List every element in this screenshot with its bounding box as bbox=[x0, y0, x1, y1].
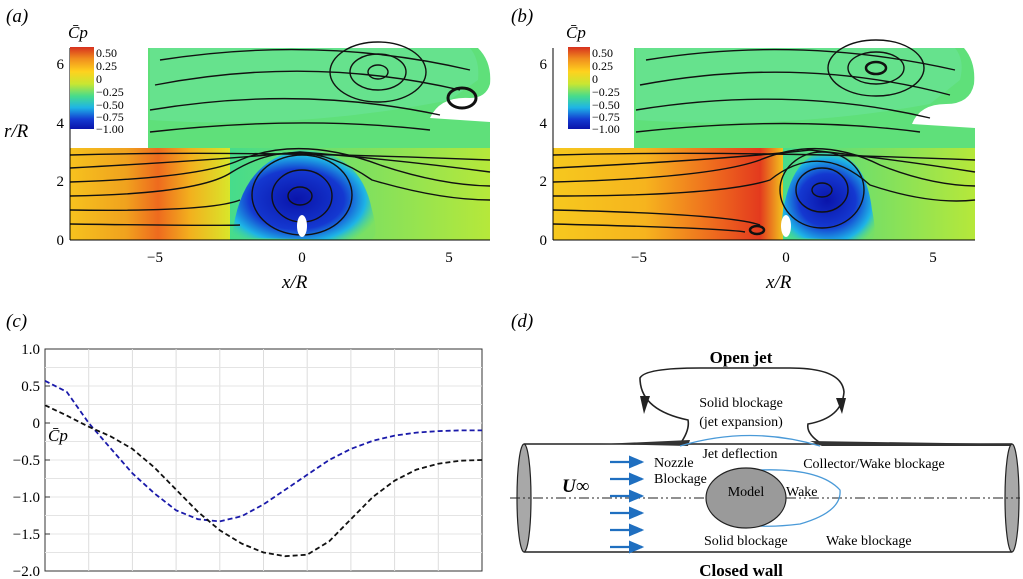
y-tick-label: 1.0 bbox=[21, 342, 40, 358]
jet-expansion-label: (jet expansion) bbox=[699, 415, 783, 430]
closed-wall-title: Closed wall bbox=[699, 561, 783, 579]
model-body-b bbox=[781, 215, 791, 237]
y-axis-label-a: r/R bbox=[4, 121, 29, 142]
y-tick-label: −1.5 bbox=[13, 527, 40, 543]
streamlines-b bbox=[552, 39, 976, 236]
model-label: Model bbox=[728, 485, 765, 500]
blockage-label: Blockage bbox=[654, 472, 707, 487]
colorbar-tick: 0.50 bbox=[96, 46, 117, 60]
low-pressure-core-a bbox=[232, 150, 376, 240]
panel-b: (b) −5 0 bbox=[511, 6, 976, 293]
jet-deflection-curve bbox=[679, 434, 821, 447]
panel-label-a: (a) bbox=[6, 6, 28, 27]
x-tick-label: 5 bbox=[929, 250, 937, 266]
x-tick-label: −5 bbox=[147, 250, 163, 266]
model-body-a bbox=[297, 215, 307, 237]
y-tick-label: 0.5 bbox=[21, 379, 40, 395]
colorbar-ticks-b: 0.50 0.25 0 −0.25 −0.50 −0.75 −1.00 bbox=[592, 46, 620, 136]
series-line-0 bbox=[44, 379, 482, 523]
y-tick-label: 0 bbox=[33, 416, 41, 432]
open-jet-title: Open jet bbox=[710, 348, 773, 367]
colorbar-tick: −0.75 bbox=[96, 110, 124, 124]
x-tick-label: 0 bbox=[782, 250, 790, 266]
panel-label-b: (b) bbox=[511, 6, 533, 27]
jet-deflection-label: Jet deflection bbox=[702, 447, 777, 462]
colorbar-a bbox=[70, 47, 94, 129]
colorbar-tick: −1.00 bbox=[96, 122, 124, 136]
y-axis-label-c: C̄p bbox=[48, 426, 68, 445]
colorbar-tick: −0.25 bbox=[592, 85, 620, 99]
colorbar-tick: −0.50 bbox=[96, 98, 124, 112]
panel-d: (d) Open jet Solid blockage (jet expansi… bbox=[510, 311, 1020, 579]
panel-a: (a) bbox=[4, 6, 491, 293]
y-ticks-b: 0 2 4 6 bbox=[540, 57, 548, 249]
y-tick-label: 2 bbox=[57, 174, 65, 190]
y-tick-label: 2 bbox=[540, 174, 548, 190]
y-tick-label: 6 bbox=[57, 57, 65, 73]
collector-wake-label: Collector/Wake blockage bbox=[803, 457, 945, 472]
y-tick-label: 4 bbox=[540, 116, 548, 132]
colorbar-tick: 0.50 bbox=[592, 46, 613, 60]
colorbar-tick: −1.00 bbox=[592, 122, 620, 136]
colorbar-tick: −0.75 bbox=[592, 110, 620, 124]
colorbar-ticks-a: 0.50 0.25 0 −0.25 −0.50 −0.75 −1.00 bbox=[96, 46, 124, 136]
x-tick-label: 0 bbox=[298, 250, 306, 266]
y-tick-label: −1.0 bbox=[13, 490, 40, 506]
colorbar-tick: 0.25 bbox=[96, 59, 117, 73]
wake-blockage-label: Wake blockage bbox=[826, 534, 912, 549]
nozzle-label: Nozzle bbox=[654, 456, 694, 471]
colorbar-tick: 0 bbox=[96, 72, 102, 86]
colorbar-tick: 0.25 bbox=[592, 59, 613, 73]
wake-label: Wake bbox=[786, 485, 818, 500]
colorbar-b bbox=[568, 47, 590, 129]
inflow-arrows bbox=[610, 455, 645, 554]
wake-outline bbox=[759, 469, 841, 527]
model-ellipse bbox=[705, 467, 787, 529]
x-tick-label: −5 bbox=[631, 250, 647, 266]
colorbar-tick: 0 bbox=[592, 72, 598, 86]
x-axis-label-b: x/R bbox=[765, 272, 792, 293]
x-ticks-a: −5 0 5 bbox=[147, 250, 453, 266]
panel-label-d: (d) bbox=[511, 311, 533, 332]
open-jet-boundary bbox=[639, 367, 845, 445]
panel-c: (c) 1.0 0.5 0 −0.5 −1.0 −1.5 −2.0 C̄p bbox=[6, 311, 483, 579]
upstream-region-a bbox=[70, 148, 230, 240]
y-tick-label: −0.5 bbox=[13, 453, 40, 469]
y-tick-label: 0 bbox=[57, 233, 65, 249]
y-ticks-a: 0 2 4 6 bbox=[57, 57, 65, 249]
panel-label-c: (c) bbox=[6, 311, 27, 332]
y-tick-label: 4 bbox=[57, 116, 65, 132]
line-chart-c: 1.0 0.5 0 −0.5 −1.0 −1.5 −2.0 bbox=[13, 342, 483, 579]
x-axis-label-a: x/R bbox=[281, 272, 308, 293]
series-line-1 bbox=[44, 404, 483, 558]
colorbar-tick: −0.25 bbox=[96, 85, 124, 99]
colorbar-title-b: C̄p bbox=[566, 23, 586, 42]
x-ticks-b: −5 0 5 bbox=[631, 250, 937, 266]
colorbar-tick: −0.50 bbox=[592, 98, 620, 112]
solid-blockage-label: Solid blockage bbox=[704, 534, 788, 549]
y-tick-label: −2.0 bbox=[13, 564, 40, 579]
x-tick-label: 5 bbox=[445, 250, 453, 266]
colorbar-title-a: C̄p bbox=[68, 23, 88, 42]
freestream-velocity-label: U∞ bbox=[562, 476, 589, 497]
y-tick-label: 6 bbox=[540, 57, 548, 73]
solid-blockage-jet-label: Solid blockage bbox=[699, 396, 783, 411]
y-tick-label: 0 bbox=[540, 233, 548, 249]
